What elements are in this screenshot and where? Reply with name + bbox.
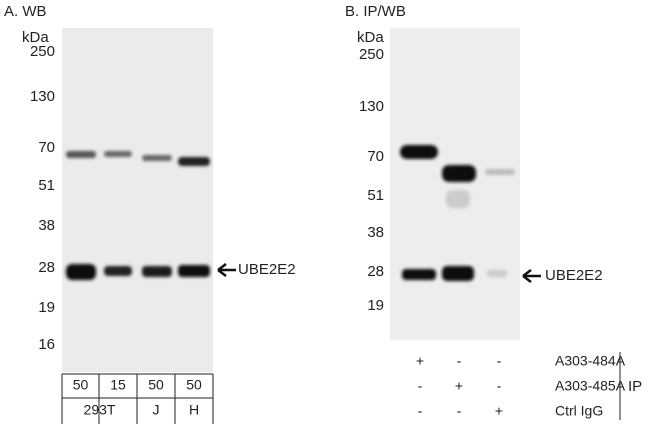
antibody-name: Ctrl IgG — [555, 403, 603, 419]
marker-label: 130 — [359, 98, 384, 115]
bands-a — [66, 151, 210, 280]
panel-title: A. WB — [4, 3, 47, 20]
lane-amount: 50 — [73, 377, 89, 393]
marker-label: 51 — [367, 187, 384, 204]
blot-b — [390, 28, 520, 340]
blot-a — [62, 28, 213, 372]
ip-sign: + — [495, 403, 503, 419]
unit-label: kDa — [357, 29, 384, 46]
arrow-a — [217, 263, 236, 277]
ip-sign: - — [497, 378, 502, 394]
cell-line: H — [189, 402, 199, 418]
band-label: UBE2E2 — [238, 261, 296, 278]
ip-sign: - — [418, 378, 423, 394]
ip-sign: + — [416, 353, 424, 369]
marker-label: 28 — [367, 263, 384, 280]
marker-label: 70 — [38, 139, 55, 156]
ip-label: IP — [628, 378, 642, 395]
antibody-name: A303-484A — [555, 353, 626, 369]
ip-sign: - — [418, 403, 423, 419]
ip-sign: - — [457, 403, 462, 419]
band-label: UBE2E2 — [545, 267, 603, 284]
cell-line: 293T — [84, 402, 116, 418]
ip-sign: - — [457, 353, 462, 369]
marker-label: 51 — [38, 177, 55, 194]
lane-amount: 50 — [148, 377, 164, 393]
marker-label: 38 — [367, 224, 384, 241]
marker-label: 19 — [38, 299, 55, 316]
antibody-name: A303-485A — [555, 378, 626, 394]
cell-line: J — [153, 402, 160, 418]
marker-label: 130 — [30, 88, 55, 105]
bands-b — [400, 145, 515, 281]
marker-label: 16 — [38, 336, 55, 353]
marker-label: 250 — [359, 46, 384, 63]
marker-label: 28 — [38, 259, 55, 276]
ip-sign: + — [455, 378, 463, 394]
marker-label: 19 — [367, 297, 384, 314]
unit-label: kDa — [22, 29, 49, 46]
panel-title: B. IP/WB — [345, 3, 406, 20]
arrow-b — [522, 269, 541, 283]
marker-label: 250 — [30, 43, 55, 60]
ip-sign: - — [497, 353, 502, 369]
marker-label: 38 — [38, 217, 55, 234]
marker-label: 70 — [367, 148, 384, 165]
lane-amount: 15 — [110, 377, 126, 393]
lane-amount: 50 — [186, 377, 202, 393]
